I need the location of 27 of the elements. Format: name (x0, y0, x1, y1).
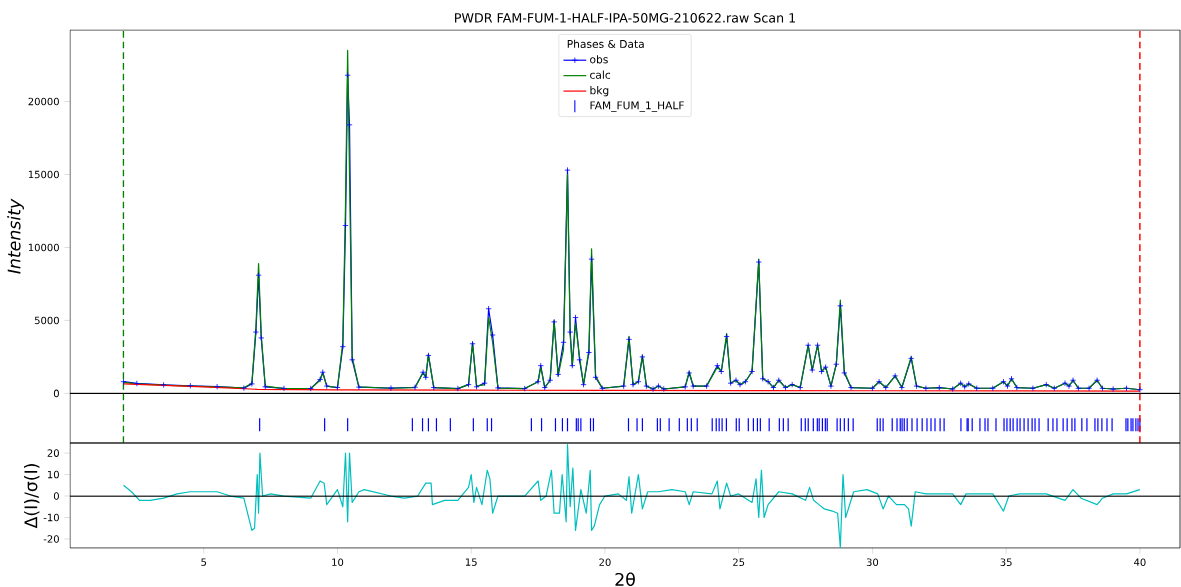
legend-label: obs (590, 55, 608, 64)
chart-title: PWDR FAM-FUM-1-HALF-IPA-50MG-210622.raw Scan 1 (455, 13, 796, 23)
x-tick-label: 15 (465, 558, 477, 566)
x-tick-label: 5 (201, 558, 207, 566)
y-tick-label: 10000 (28, 243, 59, 252)
x-tick-label: 40 (1134, 558, 1146, 566)
y-tick-label: 20 (47, 449, 59, 457)
legend-label: bkg (590, 86, 609, 97)
y-axis-title: Intensity (7, 198, 24, 274)
legend-label: calc (590, 70, 611, 79)
x-tick-label: 35 (1000, 558, 1012, 566)
y-tick-label: -10 (43, 513, 59, 522)
x-tick-label: 25 (733, 558, 745, 566)
y-tick-label: 10 (47, 470, 59, 479)
x-tick-label: 20 (599, 558, 611, 566)
y-tick-label: 5000 (34, 316, 59, 325)
y-tick-label: -20 (43, 535, 59, 543)
y-tick-label: 0 (53, 389, 59, 398)
x-axis-title: 2θ (615, 572, 635, 586)
x-tick-label: 10 (332, 558, 344, 566)
legend-label: FAM_FUM_1_HALF (590, 101, 684, 112)
y-tick-label: 15000 (28, 170, 59, 179)
y-axis-title: Δ(I)/σ(I) (24, 464, 40, 529)
y-tick-label: 20000 (28, 97, 59, 106)
x-tick-label: 30 (866, 558, 879, 566)
legend-title: Phases & Data (567, 39, 644, 48)
y-tick-label: 0 (53, 492, 59, 500)
